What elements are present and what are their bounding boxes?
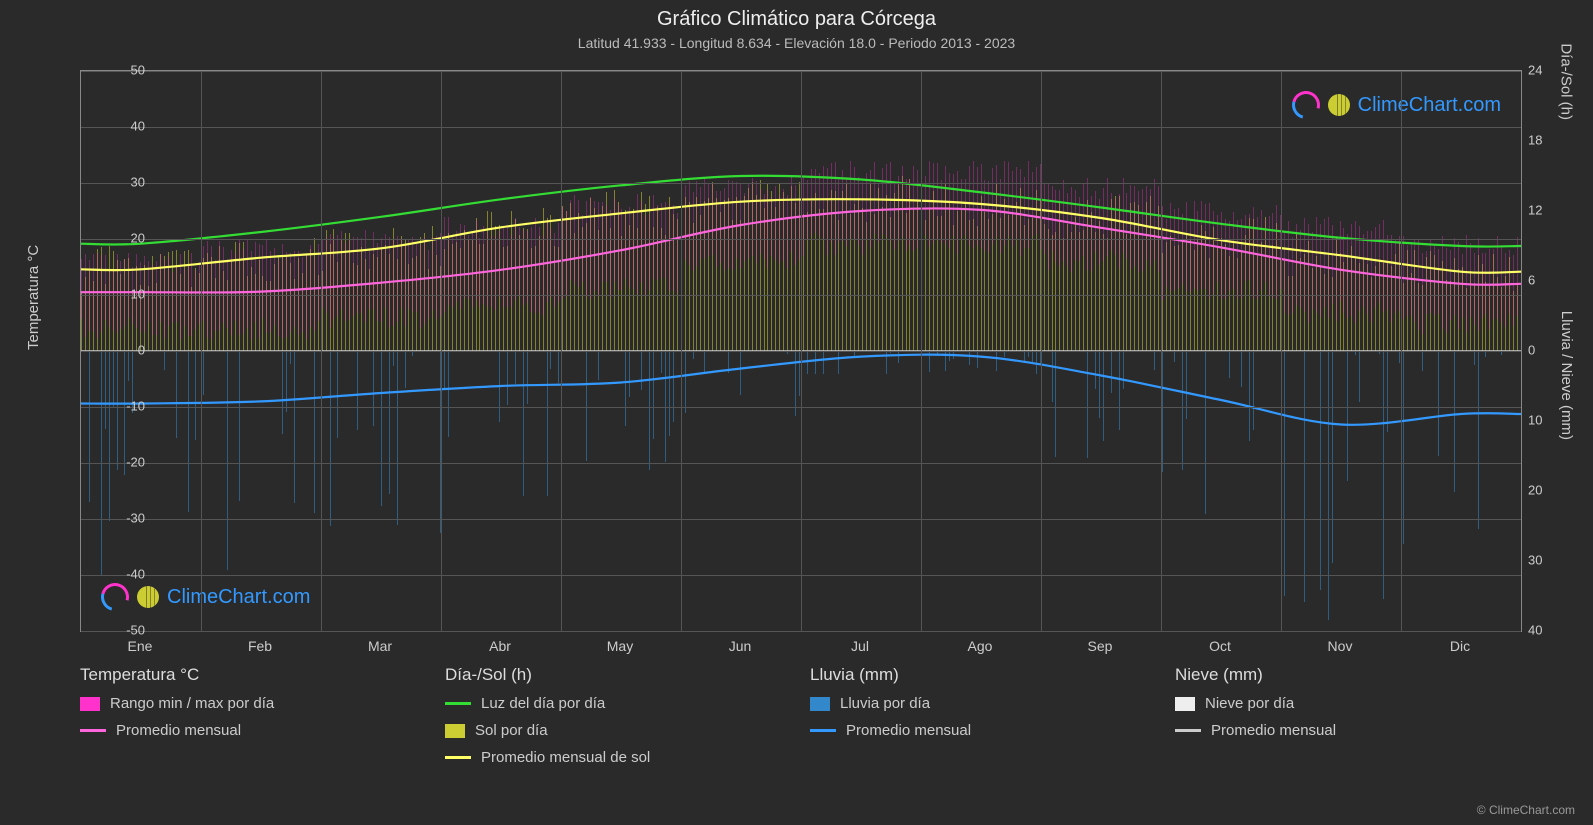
watermark-text: ClimeChart.com bbox=[1358, 94, 1501, 117]
legend-label: Promedio mensual bbox=[1211, 722, 1336, 739]
legend-item: Sol por día bbox=[445, 722, 790, 739]
y-tick-left: -20 bbox=[105, 455, 145, 470]
legend-title: Día-/Sol (h) bbox=[445, 665, 790, 685]
y-tick-right-top: 6 bbox=[1528, 273, 1568, 288]
swatch-line-icon bbox=[445, 756, 471, 759]
x-tick-month: Feb bbox=[248, 638, 272, 654]
legend-item: Rango min / max por día bbox=[80, 695, 425, 712]
swatch-line-icon bbox=[80, 729, 106, 732]
legend-col-rain: Lluvia (mm) Lluvia por día Promedio mens… bbox=[810, 665, 1155, 776]
logo-sun-icon bbox=[137, 586, 159, 608]
swatch-line-icon bbox=[1175, 729, 1201, 732]
y-axis-right-top-label: Día-/Sol (h) bbox=[1558, 43, 1575, 120]
climate-chart: Gráfico Climático para Córcega Latitud 4… bbox=[0, 0, 1593, 825]
swatch-icon bbox=[445, 724, 465, 738]
x-tick-month: Nov bbox=[1328, 638, 1353, 654]
watermark-text: ClimeChart.com bbox=[167, 586, 310, 609]
legend-label: Luz del día por día bbox=[481, 695, 605, 712]
legend-item: Luz del día por día bbox=[445, 695, 790, 712]
legend-item: Promedio mensual de sol bbox=[445, 749, 790, 766]
y-axis-left-label: Temperatura °C bbox=[25, 245, 42, 350]
y-tick-right-top: 12 bbox=[1528, 203, 1568, 218]
swatch-icon bbox=[810, 697, 830, 711]
swatch-line-icon bbox=[810, 729, 836, 732]
watermark-bottom: ClimeChart.com bbox=[101, 583, 310, 611]
y-tick-left: 30 bbox=[105, 175, 145, 190]
y-tick-left: -30 bbox=[105, 511, 145, 526]
legend-label: Lluvia por día bbox=[840, 695, 930, 712]
legend-label: Promedio mensual bbox=[846, 722, 971, 739]
y-tick-left: 0 bbox=[105, 343, 145, 358]
logo-c-icon bbox=[1287, 86, 1325, 124]
legend-label: Promedio mensual bbox=[116, 722, 241, 739]
legend-item: Nieve por día bbox=[1175, 695, 1520, 712]
y-tick-right-bottom: 30 bbox=[1528, 553, 1568, 568]
x-tick-month: Oct bbox=[1209, 638, 1231, 654]
y-tick-left: 20 bbox=[105, 231, 145, 246]
y-tick-left: -40 bbox=[105, 567, 145, 582]
legend-col-temp: Temperatura °C Rango min / max por día P… bbox=[80, 665, 425, 776]
x-tick-month: Mar bbox=[368, 638, 392, 654]
copyright-text: © ClimeChart.com bbox=[1477, 803, 1575, 817]
plot-area: ClimeChart.com ClimeChart.com bbox=[80, 70, 1522, 632]
logo-c-icon bbox=[96, 578, 134, 616]
swatch-icon bbox=[80, 697, 100, 711]
y-tick-left: -50 bbox=[105, 623, 145, 638]
x-tick-month: Dic bbox=[1450, 638, 1470, 654]
y-tick-right-top: 0 bbox=[1528, 343, 1568, 358]
y-tick-right-top: 18 bbox=[1528, 133, 1568, 148]
x-tick-month: Ene bbox=[128, 638, 153, 654]
legend-label: Sol por día bbox=[475, 722, 548, 739]
x-tick-month: Abr bbox=[489, 638, 511, 654]
y-tick-right-bottom: 40 bbox=[1528, 623, 1568, 638]
swatch-icon bbox=[1175, 697, 1195, 711]
legend-col-snow: Nieve (mm) Nieve por día Promedio mensua… bbox=[1175, 665, 1520, 776]
legend-title: Nieve (mm) bbox=[1175, 665, 1520, 685]
legend-label: Promedio mensual de sol bbox=[481, 749, 650, 766]
y-tick-right-bottom: 10 bbox=[1528, 413, 1568, 428]
legend-title: Lluvia (mm) bbox=[810, 665, 1155, 685]
y-tick-left: -10 bbox=[105, 399, 145, 414]
logo-sun-icon bbox=[1328, 94, 1350, 116]
legend-item: Lluvia por día bbox=[810, 695, 1155, 712]
watermark-top: ClimeChart.com bbox=[1292, 91, 1501, 119]
y-tick-left: 40 bbox=[105, 119, 145, 134]
swatch-line-icon bbox=[445, 702, 471, 705]
legend-label: Nieve por día bbox=[1205, 695, 1294, 712]
legend-item: Promedio mensual bbox=[810, 722, 1155, 739]
y-tick-right-bottom: 20 bbox=[1528, 483, 1568, 498]
legend-title: Temperatura °C bbox=[80, 665, 425, 685]
legend-item: Promedio mensual bbox=[80, 722, 425, 739]
y-tick-right-top: 24 bbox=[1528, 63, 1568, 78]
legend-col-daysun: Día-/Sol (h) Luz del día por día Sol por… bbox=[445, 665, 790, 776]
y-tick-left: 10 bbox=[105, 287, 145, 302]
x-tick-month: Ago bbox=[968, 638, 993, 654]
x-tick-month: May bbox=[607, 638, 633, 654]
x-tick-month: Sep bbox=[1088, 638, 1113, 654]
x-tick-month: Jun bbox=[729, 638, 752, 654]
y-tick-left: 50 bbox=[105, 63, 145, 78]
chart-title: Gráfico Climático para Córcega bbox=[0, 0, 1593, 31]
x-tick-month: Jul bbox=[851, 638, 869, 654]
chart-subtitle: Latitud 41.933 - Longitud 8.634 - Elevac… bbox=[0, 31, 1593, 51]
legend: Temperatura °C Rango min / max por día P… bbox=[80, 665, 1520, 776]
legend-item: Promedio mensual bbox=[1175, 722, 1520, 739]
legend-label: Rango min / max por día bbox=[110, 695, 274, 712]
